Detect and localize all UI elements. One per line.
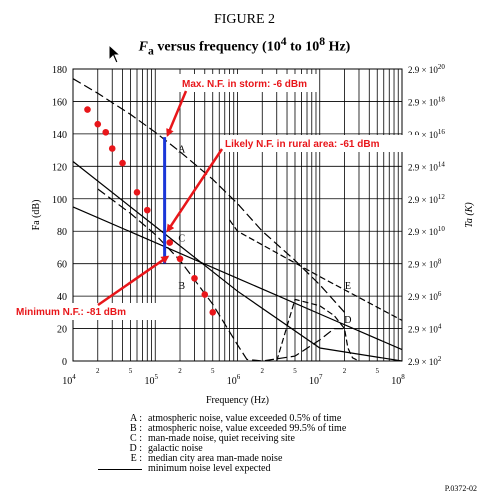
right-tick-label: 2.9 × 1010 — [408, 225, 445, 237]
annotation-arrow — [166, 90, 188, 137]
y-tick-label: 160 — [52, 97, 67, 108]
x-minor-tick-label: 5 — [211, 367, 215, 375]
x-minor-tick-label: 2 — [343, 367, 347, 375]
y-tick-label: 60 — [57, 260, 67, 271]
title-end: Hz) — [325, 39, 351, 55]
series-a-line — [72, 78, 345, 313]
annotation-label: Max. N.F. in storm: -6 dBm — [182, 79, 307, 90]
y-tick-label: 80 — [57, 227, 67, 238]
curve-label: A — [178, 144, 186, 155]
right-tick-label: 2.9 × 102 — [408, 355, 442, 367]
x-minor-tick-label: 5 — [293, 367, 297, 375]
data-point — [143, 206, 151, 214]
x-tick-label: 107 — [309, 373, 323, 387]
data-point — [166, 239, 174, 246]
curve-label: E — [345, 281, 351, 292]
legend-item-e: E : median city area man-made noise — [130, 453, 283, 464]
series-b-line — [97, 188, 345, 362]
series-e-line — [229, 219, 403, 321]
right-tick-label: 2.9 × 1018 — [408, 95, 445, 107]
data-point — [119, 159, 126, 167]
curve-label: D — [344, 315, 351, 326]
y-tick-label: 0 — [62, 357, 67, 368]
title-exp2: 8 — [319, 35, 326, 48]
figure-code: P.0372-02 — [444, 484, 477, 493]
right-tick-label: 2.9 × 106 — [408, 290, 442, 302]
legend-item-d: D : galactic noise — [129, 443, 203, 454]
title-symbol: F — [138, 39, 148, 55]
plot-frame — [72, 68, 403, 362]
data-point — [209, 309, 217, 316]
y-axis-label: Fa (dB) — [31, 200, 42, 231]
y-tick-label: 100 — [52, 195, 67, 206]
x-tick-label: 108 — [391, 373, 405, 387]
annotation-label: Likely N.F. in rural area: -61 dBm — [225, 139, 380, 150]
legend-item-a: A : atmospheric noise, value exceeded 0.5… — [130, 413, 342, 424]
right-tick-label: 2.9 × 1012 — [408, 193, 445, 205]
title-mid: to 10 — [286, 39, 320, 55]
right-tick-label: 2.9 × 1020 — [408, 63, 445, 75]
title-exp1: 4 — [280, 35, 287, 48]
data-point — [94, 120, 102, 128]
x-minor-tick-label: 5 — [375, 367, 379, 375]
x-minor-tick-label: 2 — [96, 367, 100, 375]
chart-legend: A : atmospheric noise, value exceeded 0.5… — [98, 413, 347, 474]
y-tick-label: 180 — [52, 65, 67, 76]
data-point — [84, 106, 91, 113]
y-tick-label: 120 — [52, 162, 67, 173]
y-tick-label: 20 — [57, 325, 67, 336]
right-tick-label: 2.9 × 108 — [408, 258, 442, 270]
legend-line-swatch — [98, 469, 142, 474]
data-point — [201, 291, 209, 298]
data-point — [191, 274, 198, 282]
x-minor-tick-label: 2 — [261, 367, 265, 375]
chart-title: Fa versus frequency (104 to 108 Hz) — [0, 35, 489, 57]
title-subscript: a — [148, 44, 154, 58]
annotation-box — [12, 303, 162, 320]
title-rest: versus frequency (10 — [153, 39, 281, 55]
legend-item-b: B : atmospheric noise, value exceeded 99.… — [130, 423, 347, 434]
annotation-box — [221, 135, 419, 152]
data-point — [102, 128, 110, 136]
annotation-arrow — [166, 148, 224, 233]
mouse-cursor-icon — [108, 44, 122, 64]
legend-item-c: C : man-made noise, quiet receiving site — [130, 433, 295, 444]
x-tick-label: 104 — [62, 373, 76, 387]
legend-item-minimum: minimum noise level expected — [98, 464, 346, 474]
data-point — [176, 255, 184, 263]
annotation-box — [178, 74, 318, 92]
series-d-line — [276, 298, 360, 362]
curve-label: C — [178, 234, 185, 245]
x-minor-tick-label: 2 — [178, 367, 182, 375]
x-axis-label: Frequency (Hz) — [206, 395, 269, 406]
annotation-arrow — [97, 255, 170, 307]
y-tick-label: 40 — [57, 292, 67, 303]
series-minimum-noise-level-expected-line — [72, 161, 403, 362]
right-tick-label: 2.9 × 1016 — [408, 128, 445, 140]
series-c-line — [72, 206, 403, 351]
data-point — [108, 145, 116, 152]
x-tick-label: 105 — [145, 373, 159, 387]
right-tick-label: 2.9 × 1014 — [408, 160, 445, 172]
data-point — [133, 188, 141, 196]
x-minor-tick-label: 5 — [129, 367, 133, 375]
y-axis-label-right: Ta (K) — [464, 202, 475, 228]
y-tick-label: 140 — [52, 130, 67, 141]
figure-label: FIGURE 2 — [213, 12, 276, 27]
right-tick-label: 2.9 × 104 — [408, 323, 442, 335]
x-tick-label: 106 — [227, 373, 241, 387]
annotation-label: Minimum N.F.: -81 dBm — [16, 307, 126, 318]
curve-label: B — [178, 281, 185, 292]
